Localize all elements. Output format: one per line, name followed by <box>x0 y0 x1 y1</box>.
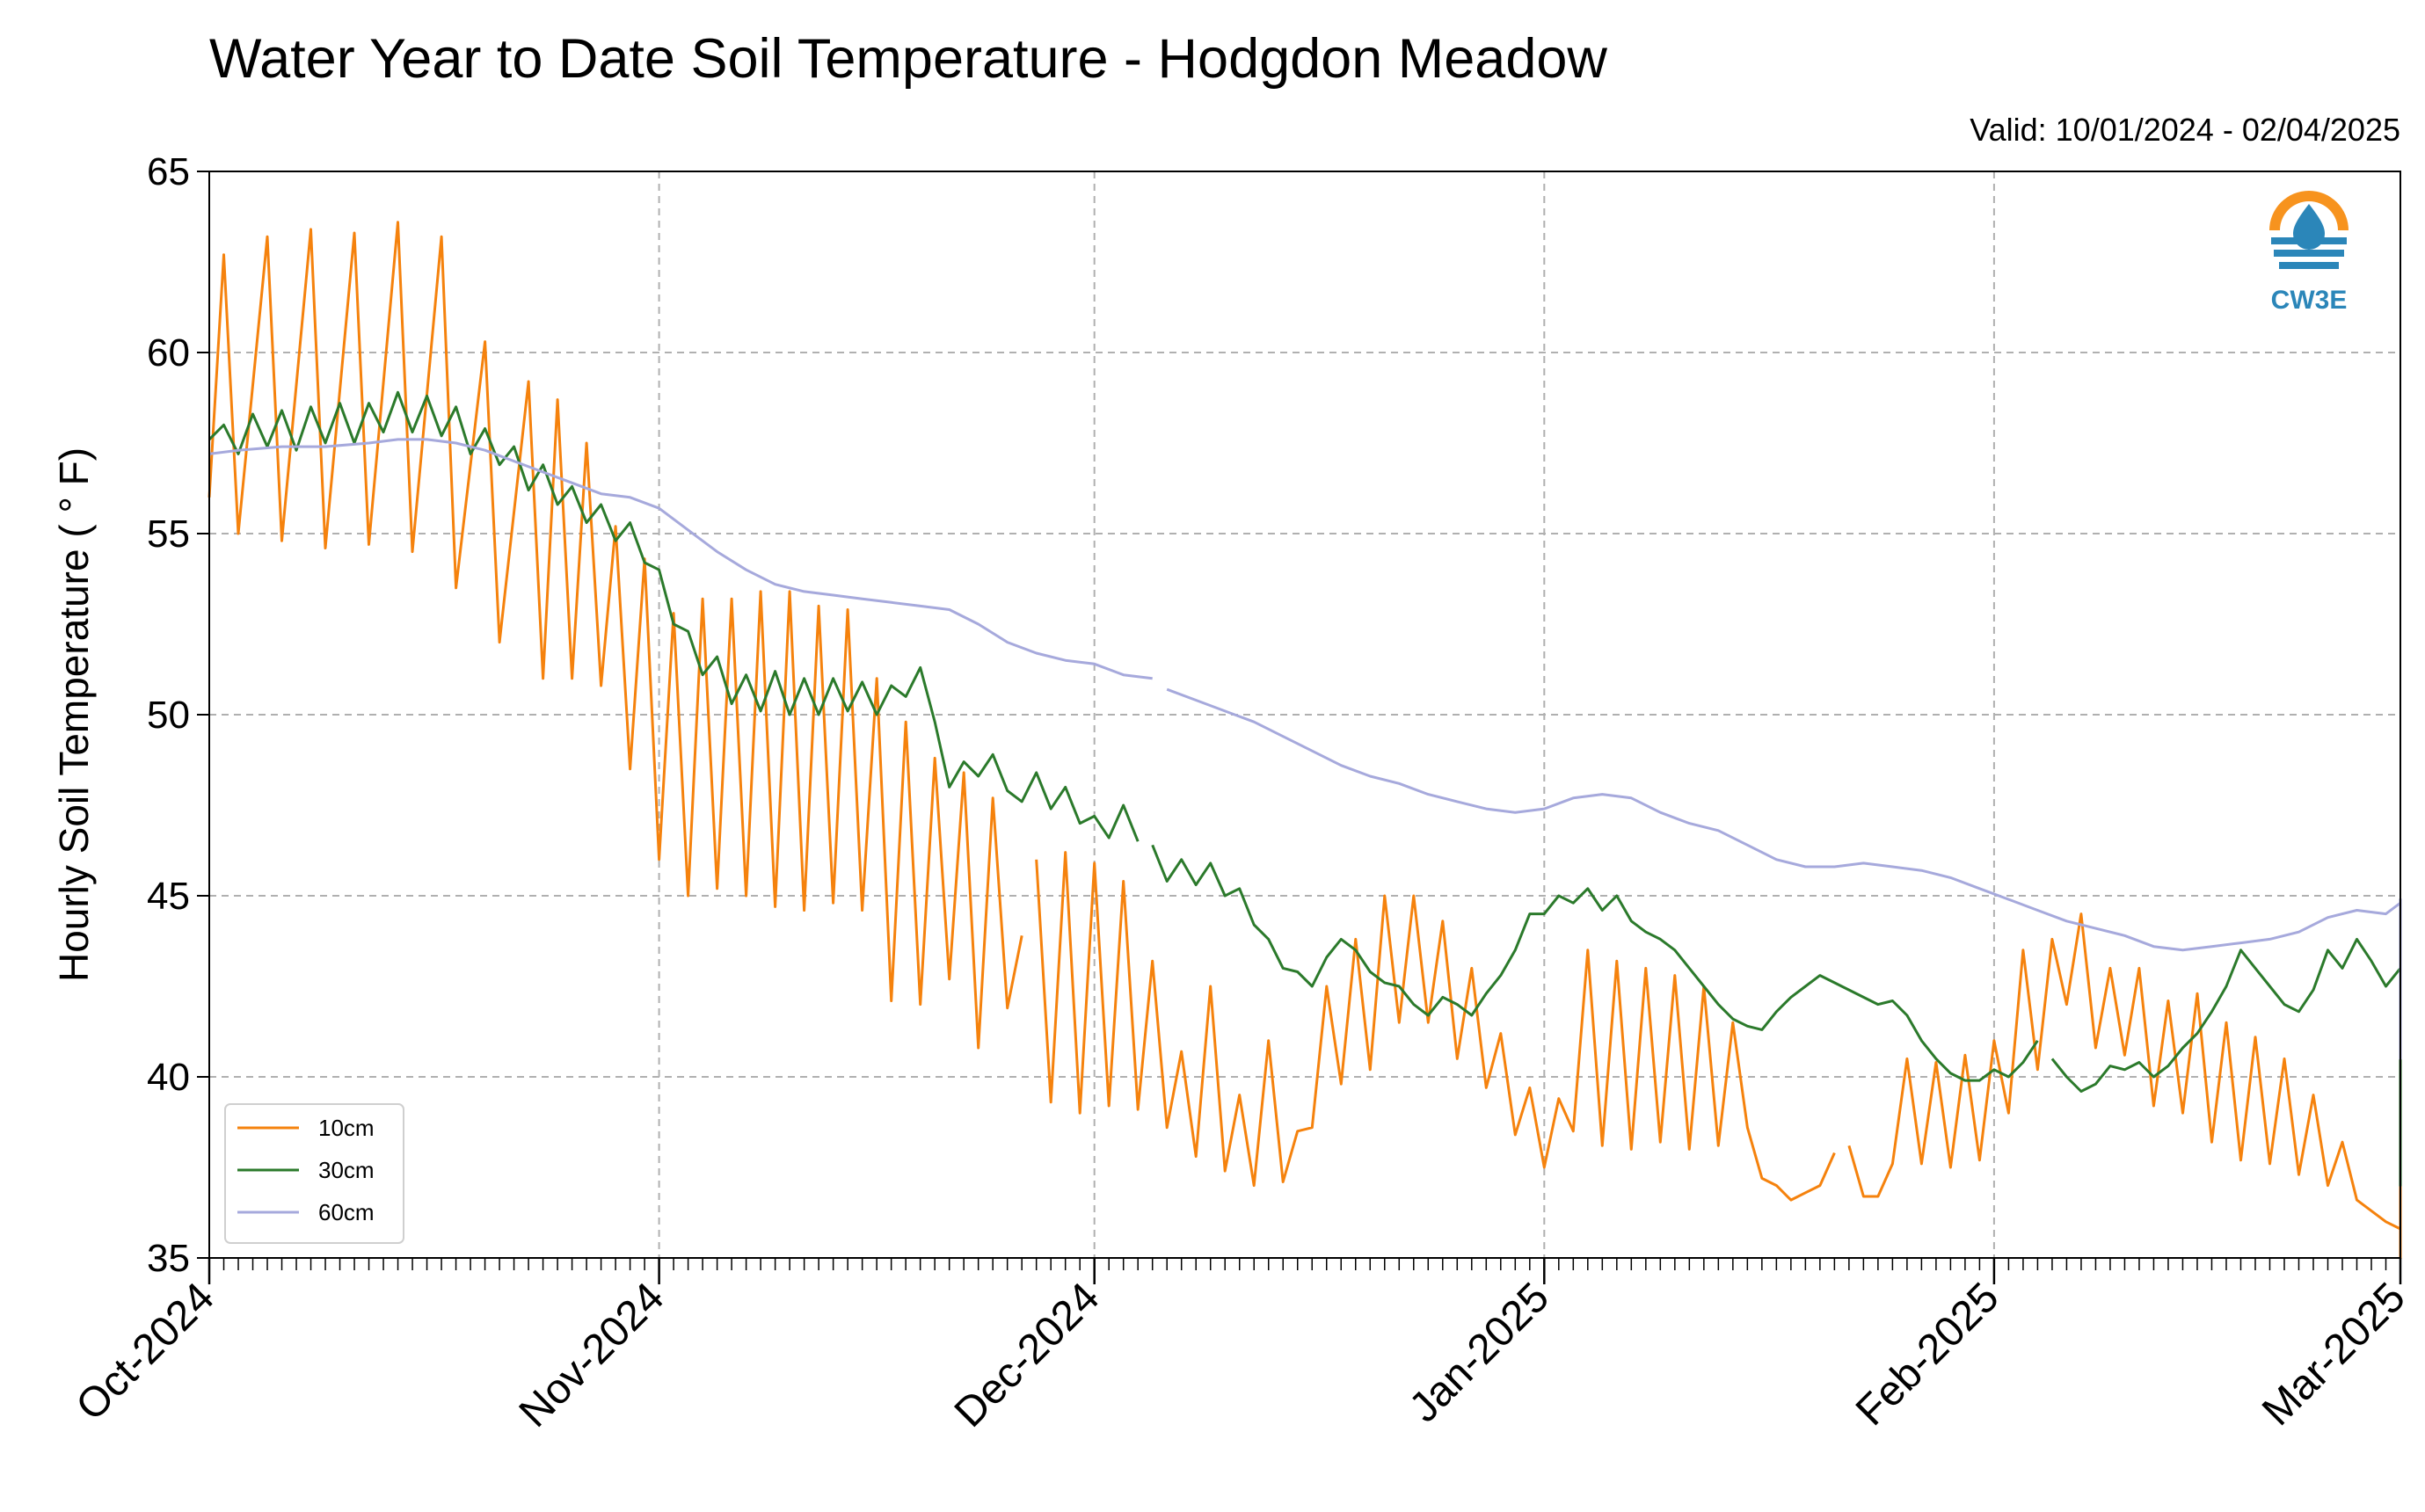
legend-label: 30cm <box>318 1157 375 1183</box>
y-tick-label: 65 <box>147 150 190 193</box>
x-tick-label: Nov-2024 <box>511 1274 674 1436</box>
y-tick-label: 35 <box>147 1237 190 1280</box>
legend-items: 10cm 30cm 60cm <box>237 1115 375 1225</box>
logo-drop-icon <box>2293 204 2325 250</box>
series-lines <box>208 221 2402 1260</box>
grid-lines <box>208 171 2401 1259</box>
series-line-10cm <box>1035 851 1836 1202</box>
logo-text: CW3E <box>2271 286 2348 315</box>
x-tick-label: Jan-2025 <box>1401 1274 1558 1431</box>
chart-subtitle: Valid: 10/01/2024 - 02/04/2025 <box>1970 112 2400 148</box>
x-tick-label: Feb-2025 <box>1847 1274 2008 1435</box>
series-line-30cm <box>1151 844 2039 1082</box>
y-axis-label: Hourly Soil Temperature ( ° F) <box>51 447 97 982</box>
series-line-10cm <box>1847 912 2402 1260</box>
series-line-30cm <box>2050 937 2402 1188</box>
logo-waves-icon <box>2271 237 2347 269</box>
axes: 35 40 45 50 55 60 65 Oct-2024 Nov-2024 Dec-2024 Ja… <box>68 150 2414 1436</box>
series-line-10cm <box>208 221 1023 1050</box>
x-tick-label: Mar-2025 <box>2254 1274 2414 1435</box>
x-tick-label: Dec-2024 <box>946 1274 1109 1436</box>
legend-label: 10cm <box>318 1115 375 1141</box>
legend: 10cm 30cm 60cm <box>224 1103 404 1244</box>
y-tick-label: 55 <box>147 512 190 556</box>
y-tick-label: 60 <box>147 331 190 374</box>
legend-label: 60cm <box>318 1199 375 1225</box>
series-line-60cm <box>208 438 1153 680</box>
legend-box <box>224 1103 404 1244</box>
x-tick-label: Oct-2024 <box>68 1274 223 1429</box>
y-tick-label: 45 <box>147 875 190 918</box>
series-line-30cm <box>208 390 1140 842</box>
cw3e-logo: CW3E <box>2269 191 2349 315</box>
y-tick-label: 50 <box>147 694 190 737</box>
chart-title: Water Year to Date Soil Temperature - Ho… <box>209 28 1607 90</box>
y-tick-label: 40 <box>147 1056 190 1099</box>
